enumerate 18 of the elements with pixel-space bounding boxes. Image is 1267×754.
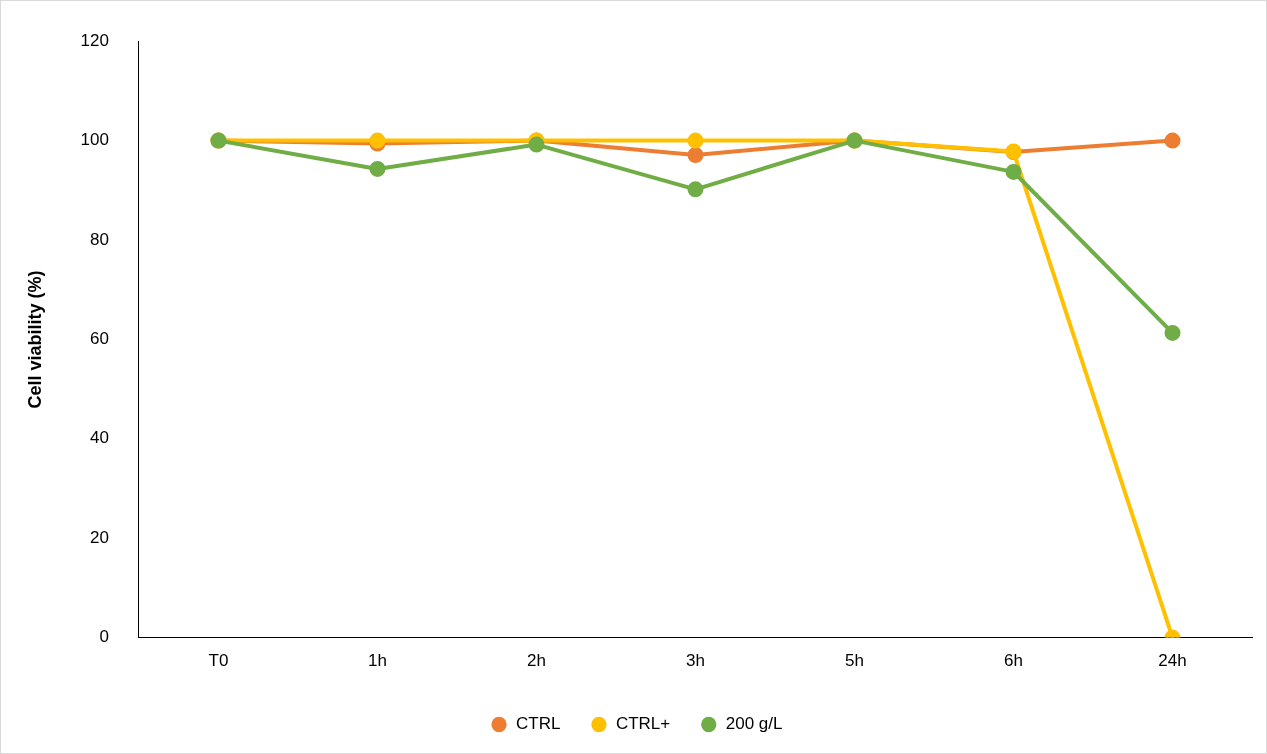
- x-tick-label: 1h: [368, 651, 387, 671]
- y-tick-label: 80: [90, 229, 109, 249]
- x-tick-label: 5h: [845, 651, 864, 671]
- x-tick-label: 24h: [1158, 651, 1187, 671]
- y-tick-label: 0: [99, 627, 109, 647]
- legend-label: CTRL+: [615, 714, 671, 734]
- x-tick-label: 2h: [527, 651, 546, 671]
- legend-label: 200 g/L: [725, 714, 783, 734]
- y-tick-label: 100: [80, 130, 109, 150]
- y-tick-label: 40: [90, 428, 109, 448]
- y-tick-label: 120: [80, 30, 109, 50]
- x-tick-label: T0: [208, 651, 229, 671]
- y-axis-title: Cell viability (%): [24, 270, 45, 409]
- legend-label: CTRL: [516, 714, 561, 734]
- y-tick-label: 60: [90, 329, 109, 349]
- x-tick-label: 3h: [686, 651, 705, 671]
- y-tick-label: 20: [90, 527, 109, 547]
- x-tick-label: 6h: [1004, 651, 1023, 671]
